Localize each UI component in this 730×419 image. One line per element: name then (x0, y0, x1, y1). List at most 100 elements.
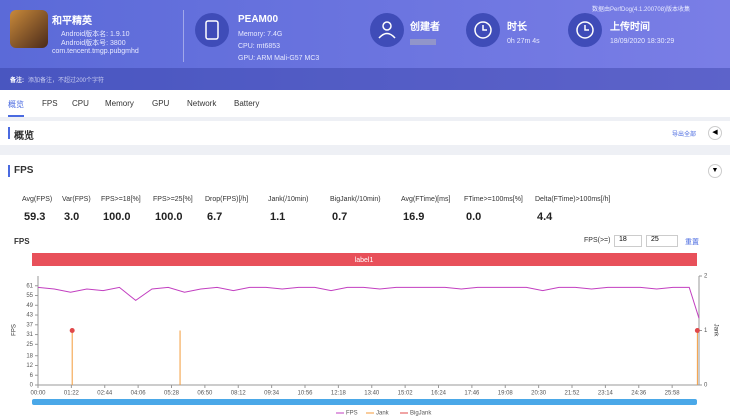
legend-label: Jank (376, 411, 390, 417)
legend-label: BigJank (410, 411, 432, 417)
stat-value: 3.0 (64, 211, 80, 223)
duration-label: 时长 (507, 22, 527, 33)
app-name: 和平精英 (52, 16, 92, 27)
tab[interactable]: GPU (152, 99, 170, 108)
stat-value: 6.7 (207, 211, 223, 223)
chart-title: FPS (14, 237, 30, 246)
stat-label: Jank(/10min) (268, 196, 309, 203)
accent (8, 127, 10, 139)
filter-label: FPS(>=) (584, 237, 611, 244)
y2-tick-label: 0 (704, 383, 708, 389)
cpu: CPU: mt6853 (238, 43, 281, 50)
stat-label: Var(FPS) (62, 196, 91, 203)
tab-bar (0, 90, 730, 117)
x-tick-label: 00:00 (30, 391, 46, 397)
stat-label: Delta(FTime)>100ms[/h] (535, 196, 611, 203)
x-tick-label: 09:34 (264, 391, 280, 397)
stat-label: FPS>=18[%] (101, 196, 141, 203)
y-tick-label: 61 (26, 283, 33, 289)
x-tick-label: 10:56 (297, 391, 313, 397)
tab[interactable]: CPU (72, 99, 89, 108)
export-all[interactable]: 导出全部 (672, 132, 697, 138)
y-tick-label: 6 (30, 373, 34, 379)
bigjank (694, 328, 700, 333)
y-tick-label: 12 (26, 363, 33, 369)
header-icons (195, 13, 602, 47)
fps-title: FPS (14, 165, 34, 176)
stat-value: 16.9 (403, 211, 425, 223)
device: PEAM00 (238, 14, 279, 25)
y-tick-label: 31 (26, 332, 33, 338)
scrollbar[interactable] (32, 399, 697, 405)
tab[interactable]: Memory (105, 99, 134, 108)
y-tick-label: 37 (26, 322, 33, 328)
stat-label: Drop(FPS)[/h] (205, 196, 249, 203)
x-tick-label: 23:14 (598, 391, 614, 397)
y-label: FPS (12, 324, 18, 336)
bigjank (69, 328, 75, 333)
tab[interactable]: Battery (234, 99, 260, 108)
x-tick-label: 20:30 (531, 391, 547, 397)
x-tick-label: 24:36 (631, 391, 647, 397)
stat-value: 100.0 (103, 211, 131, 223)
legend-label: FPS (346, 411, 358, 417)
filter-high[interactable]: 25 (646, 235, 678, 247)
stat-label: FPS>=25[%] (153, 196, 193, 203)
collapse-button[interactable]: ◀ (708, 126, 722, 140)
y-tick-label: 55 (26, 293, 33, 299)
stat-label: Avg(FTime)[ms] (401, 196, 451, 203)
x-tick-label: 02:44 (97, 391, 113, 397)
collected-by: 数据由PerfDog(4.1.200708)版本收集 (592, 7, 691, 13)
y-tick-label: 18 (26, 353, 33, 359)
tab[interactable]: Network (187, 99, 217, 108)
stat-value: 4.4 (537, 211, 553, 223)
overview-title: 概览 (14, 131, 34, 142)
header (0, 0, 730, 90)
x-tick-label: 19:08 (498, 391, 514, 397)
tab[interactable]: 概览 (8, 99, 24, 117)
x-tick-label: 13:40 (364, 391, 380, 397)
x-tick-label: 16:24 (431, 391, 447, 397)
tab[interactable]: FPS (42, 99, 58, 108)
gpu: GPU: ARM Mali-G57 MC3 (238, 55, 320, 62)
upload-time: 18/09/2020 18:30:29 (610, 38, 675, 45)
x-tick-label: 08:12 (231, 391, 247, 397)
band-label: label1 (355, 257, 374, 264)
reset[interactable]: 重置 (685, 239, 699, 246)
stat-label: Avg(FPS) (22, 196, 53, 203)
stat-value: 0.0 (466, 211, 482, 223)
y-tick-label: 49 (26, 303, 33, 309)
x-tick-label: 04:06 (131, 391, 147, 397)
y2-tick-label: 2 (704, 274, 708, 280)
label-band (32, 253, 697, 266)
x-tick-label: 21:52 (565, 391, 581, 397)
accent (8, 165, 10, 177)
x-tick-label: 05:28 (164, 391, 180, 397)
duration: 0h 27m 4s (507, 38, 540, 45)
memory: Memory: 7.4G (238, 31, 283, 38)
dropdown-button[interactable]: ▼ (708, 164, 722, 178)
y-tick-label: 0 (30, 383, 34, 389)
x-tick-label: 17:46 (464, 391, 480, 397)
note-bar (0, 68, 730, 90)
app-icon (10, 10, 48, 48)
x-tick-label: 01:22 (64, 391, 80, 397)
y2-tick-label: 1 (704, 328, 708, 334)
divider (183, 10, 184, 62)
stat-value: 100.0 (155, 211, 183, 223)
note-input[interactable]: 添加备注，不超过200个字符 (28, 78, 105, 84)
overview-card (0, 121, 730, 145)
y-tick-label: 25 (26, 342, 33, 348)
fps-line (37, 286, 700, 319)
x-tick-label: 25:58 (665, 391, 681, 397)
version-code: Android版本号: 3800 (61, 40, 126, 47)
version-name: Android版本名: 1.9.10 (61, 31, 130, 38)
filter-low[interactable]: 18 (614, 235, 642, 247)
upload-label: 上传时间 (610, 22, 650, 33)
x-tick-label: 12:18 (331, 391, 347, 397)
package: com.tencent.tmgp.pubgmhd (52, 48, 139, 55)
stat-value: 1.1 (270, 211, 286, 223)
stat-value: 59.3 (24, 211, 46, 223)
